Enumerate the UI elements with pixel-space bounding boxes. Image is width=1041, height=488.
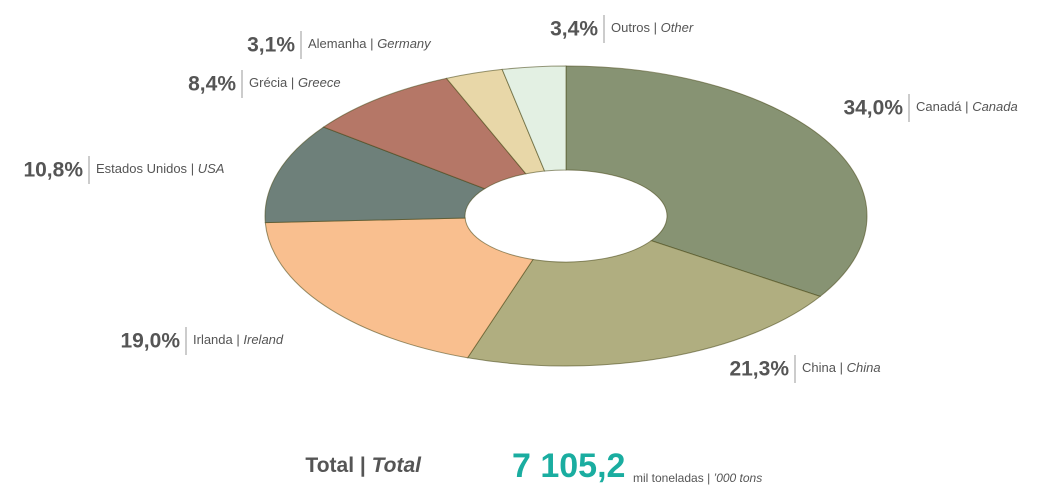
category-label: Grécia | Greece xyxy=(249,75,341,90)
category-pt: China xyxy=(802,360,837,375)
value-label: 3,4% xyxy=(550,18,598,41)
category-pt: Grécia xyxy=(249,75,288,90)
slice xyxy=(264,126,486,224)
category-pt: Irlanda xyxy=(193,332,234,347)
total-value: 7 105,2 xyxy=(512,447,625,485)
category-en: Other xyxy=(661,20,694,35)
category-en: Canada xyxy=(972,99,1018,114)
category-label: Estados Unidos | USA xyxy=(96,161,224,176)
slice xyxy=(501,65,567,172)
category-en: Greece xyxy=(298,75,341,90)
separator: | xyxy=(370,36,373,51)
value-label: 19,0% xyxy=(120,330,180,353)
slice xyxy=(466,240,822,367)
total-label-en: Total xyxy=(372,454,423,477)
slice xyxy=(264,217,534,359)
separator: | xyxy=(236,332,239,347)
unit-pt: mil toneladas xyxy=(633,471,704,485)
category-pt: Alemanha xyxy=(308,36,367,51)
value-label: 8,4% xyxy=(188,73,236,96)
separator: | xyxy=(360,454,366,477)
separator: | xyxy=(840,360,843,375)
separator: | xyxy=(291,75,294,90)
category-label: Outros | Other xyxy=(611,20,694,35)
category-pt: Canadá xyxy=(916,99,962,114)
value-label: 34,0% xyxy=(843,97,903,120)
total-label: Total | Total xyxy=(305,454,422,477)
value-label: 3,1% xyxy=(247,34,295,57)
category-pt: Outros xyxy=(611,20,651,35)
category-label: China | China xyxy=(802,360,881,375)
separator: | xyxy=(654,20,657,35)
value-label: 21,3% xyxy=(729,358,789,381)
total-label-pt: Total xyxy=(305,454,354,477)
category-label: Alemanha | Germany xyxy=(308,36,432,51)
separator: | xyxy=(965,99,968,114)
category-en: China xyxy=(847,360,881,375)
value-label: 10,8% xyxy=(23,159,83,182)
category-en: Ireland xyxy=(243,332,284,347)
category-label: Irlanda | Ireland xyxy=(193,332,284,347)
unit: mil toneladas | ’000 tons xyxy=(633,471,762,485)
category-pt: Estados Unidos xyxy=(96,161,188,176)
unit-en: ’000 tons xyxy=(714,471,763,485)
separator: | xyxy=(191,161,194,176)
separator: | xyxy=(707,471,710,485)
slice xyxy=(565,65,868,297)
category-label: Canadá | Canada xyxy=(916,99,1018,114)
category-en: Germany xyxy=(377,36,432,51)
category-en: USA xyxy=(198,161,225,176)
